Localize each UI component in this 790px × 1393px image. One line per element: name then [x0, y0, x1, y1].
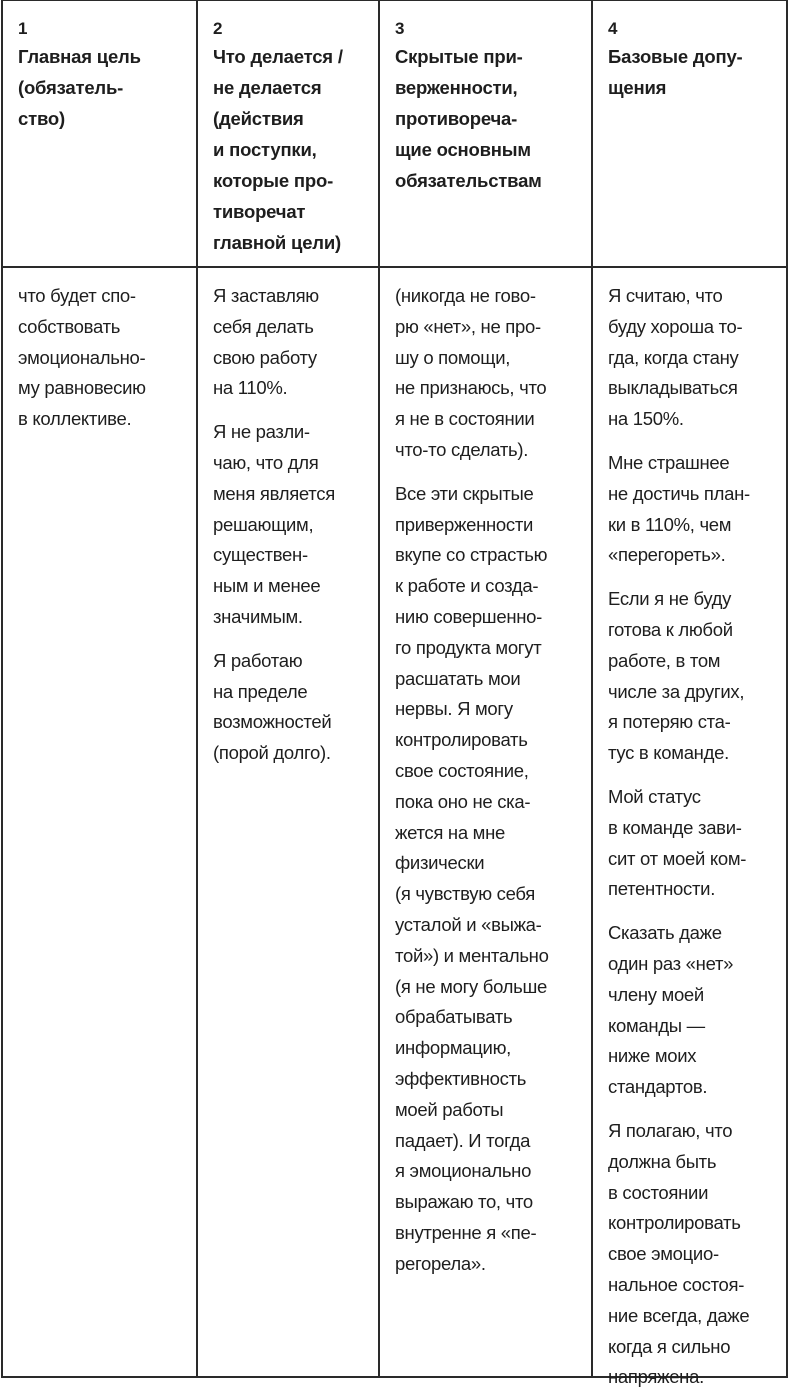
- body-row: что будет спо- собствовать эмоционально-…: [3, 268, 786, 1387]
- cell-paragraph: Я заставляю себя делать свою работу на 1…: [213, 285, 319, 399]
- header-row: 1 Главная цель (обязатель- ство) 2 Что д…: [3, 1, 786, 268]
- column-number: 1: [18, 19, 28, 38]
- cell-paragraph: Если я не буду готова к любой работе, в …: [608, 588, 745, 764]
- column-title: Базовые допу- щения: [608, 46, 743, 98]
- column-title: Скрытые при- верженности, противореча- щ…: [395, 46, 542, 191]
- column-number: 4: [608, 19, 618, 38]
- cell-paragraph: Я не разли- чаю, что для меня является р…: [213, 421, 335, 627]
- cell-paragraph: Сказать даже один раз «нет» члену моей к…: [608, 922, 734, 1098]
- cell-paragraph: Мне страшнее не достичь план- ки в 110%,…: [608, 451, 750, 566]
- column-title: Что делается / не делается (действия и п…: [213, 46, 343, 253]
- column-number: 2: [213, 19, 223, 38]
- cell-paragraph: Я полагаю, что должна быть в состоянии к…: [608, 1119, 750, 1388]
- cell-paragraph: (никогда не гово- рю «нет», не про- шу о…: [395, 285, 547, 460]
- cell-paragraph: что будет спо- собствовать эмоционально-…: [18, 285, 146, 430]
- header-cell-1: 1 Главная цель (обязатель- ство): [3, 1, 198, 266]
- cell-paragraph: Мой статус в команде зави- сит от моей к…: [608, 785, 747, 900]
- body-cell-1: что будет спо- собствовать эмоционально-…: [3, 268, 198, 1376]
- body-cell-3: (никогда не гово- рю «нет», не про- шу о…: [380, 268, 593, 1376]
- header-cell-2: 2 Что делается / не делается (действия и…: [198, 1, 380, 266]
- column-title: Главная цель (обязатель- ство): [18, 46, 141, 129]
- body-cell-4: Я считаю, что буду хороша то- гда, когда…: [593, 268, 786, 1387]
- header-cell-3: 3 Скрытые при- верженности, противореча-…: [380, 1, 593, 266]
- cell-paragraph: Все эти скрытые приверженности вкупе со …: [395, 482, 549, 1274]
- cell-paragraph: Я работаю на пределе возможностей (порой…: [213, 649, 332, 764]
- cell-paragraph: Я считаю, что буду хороша то- гда, когда…: [608, 285, 743, 430]
- column-number: 3: [395, 19, 405, 38]
- header-cell-4: 4 Базовые допу- щения: [593, 1, 786, 266]
- body-cell-2: Я заставляю себя делать свою работу на 1…: [198, 268, 380, 1376]
